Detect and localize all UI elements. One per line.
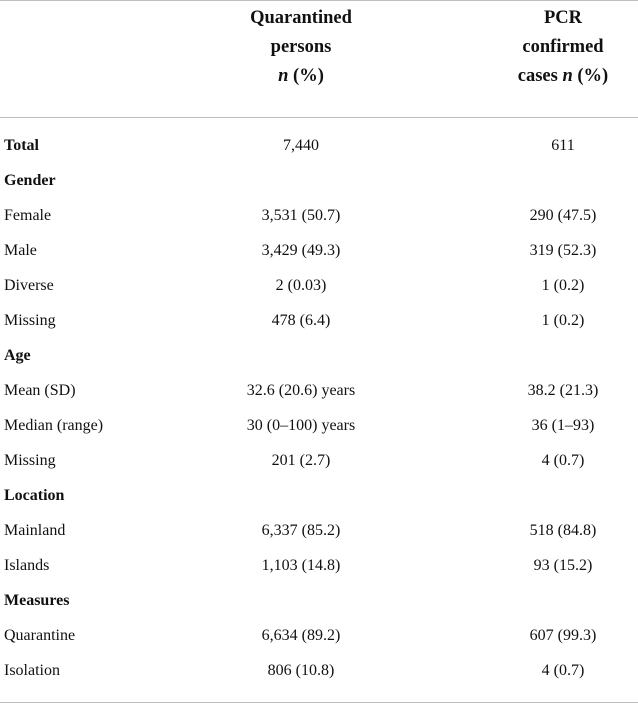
quarantined-value: 32.6 (20.6) years: [246, 382, 356, 399]
table-row: Mean (SD) 32.6 (20.6) years 38.2 (21.3): [0, 373, 638, 408]
quarantined-value: 3,531 (50.7): [261, 207, 341, 224]
header-line: Quarantined: [250, 8, 352, 28]
row-label: Isolation: [4, 662, 60, 679]
header-percent: (%): [288, 66, 324, 86]
row-label: Median (range): [4, 417, 104, 434]
quarantined-value: 3,429 (49.3): [261, 242, 341, 259]
column-header-pcr-confirmed-cases: PCR confirmed cases n (%): [488, 4, 638, 91]
header-line: confirmed: [522, 37, 604, 57]
pcr-value: 4 (0.7): [541, 452, 585, 469]
header-n-italic: n: [562, 66, 573, 86]
table-section-row: Measures: [0, 583, 638, 618]
pcr-value: 607 (99.3): [529, 627, 597, 644]
table-row: Quarantine 6,634 (89.2) 607 (99.3): [0, 618, 638, 653]
header-percent: (%): [572, 66, 609, 86]
table-row: Median (range) 30 (0–100) years 36 (1–93): [0, 408, 638, 443]
header-separator-rule: [0, 117, 638, 118]
row-label: Gender: [4, 172, 56, 189]
row-label: Male: [4, 242, 37, 259]
pcr-value: 1 (0.2): [541, 277, 585, 294]
row-label: Mainland: [4, 522, 66, 539]
pcr-value: 4 (0.7): [541, 662, 585, 679]
pcr-value: 36 (1–93): [531, 417, 595, 434]
row-label: Location: [4, 487, 65, 504]
table-row: Total 7,440 611: [0, 128, 638, 163]
table-row: Islands 1,103 (14.8) 93 (15.2): [0, 548, 638, 583]
quarantined-value: 7,440: [283, 137, 319, 154]
pcr-value: 611: [551, 137, 575, 154]
pcr-value: 38.2 (21.3): [527, 382, 599, 399]
table-section-row: Location: [0, 478, 638, 513]
quarantined-value: 201 (2.7): [271, 452, 331, 469]
quarantined-value: 6,634 (89.2): [261, 627, 341, 644]
row-label: Measures: [4, 592, 70, 609]
header-line: PCR: [543, 8, 583, 28]
row-label: Total: [4, 137, 39, 154]
row-label: Diverse: [4, 277, 54, 294]
table-row: Missing 201 (2.7) 4 (0.7): [0, 443, 638, 478]
row-label: Missing: [4, 452, 56, 469]
header-n-italic: n: [278, 66, 289, 86]
row-label: Age: [4, 347, 31, 364]
row-label: Missing: [4, 312, 56, 329]
column-header-quarantined-persons: Quarantined persons n (%): [226, 4, 376, 91]
table-section-row: Age: [0, 338, 638, 373]
table-section-row: Gender: [0, 163, 638, 198]
table-row: Mainland 6,337 (85.2) 518 (84.8): [0, 513, 638, 548]
header-cases-text: cases: [517, 66, 563, 86]
table-row: Missing 478 (6.4) 1 (0.2): [0, 303, 638, 338]
pcr-value: 290 (47.5): [529, 207, 597, 224]
header-line: cases n (%): [488, 62, 638, 91]
pcr-value: 93 (15.2): [533, 557, 593, 574]
table-bottom-rule: [0, 702, 638, 703]
table-row: Diverse 2 (0.03) 1 (0.2): [0, 268, 638, 303]
header-line: n (%): [226, 62, 376, 91]
table-row: Female 3,531 (50.7) 290 (47.5): [0, 198, 638, 233]
row-label: Quarantine: [4, 627, 76, 644]
table-row: Male 3,429 (49.3) 319 (52.3): [0, 233, 638, 268]
quarantined-value: 806 (10.8): [267, 662, 335, 679]
quarantined-value: 1,103 (14.8): [261, 557, 341, 574]
pcr-value: 1 (0.2): [541, 312, 585, 329]
row-label: Islands: [4, 557, 50, 574]
pcr-value: 518 (84.8): [529, 522, 597, 539]
pcr-value: 319 (52.3): [529, 242, 597, 259]
quarantined-value: 2 (0.03): [275, 277, 327, 294]
row-label: Mean (SD): [4, 382, 76, 399]
quarantined-value: 478 (6.4): [271, 312, 331, 329]
row-label: Female: [4, 207, 52, 224]
table-top-rule: [0, 0, 638, 1]
quarantined-value: 6,337 (85.2): [261, 522, 341, 539]
table-row: Isolation 806 (10.8) 4 (0.7): [0, 653, 638, 688]
header-line: persons: [270, 37, 332, 57]
quarantined-value: 30 (0–100) years: [246, 417, 356, 434]
